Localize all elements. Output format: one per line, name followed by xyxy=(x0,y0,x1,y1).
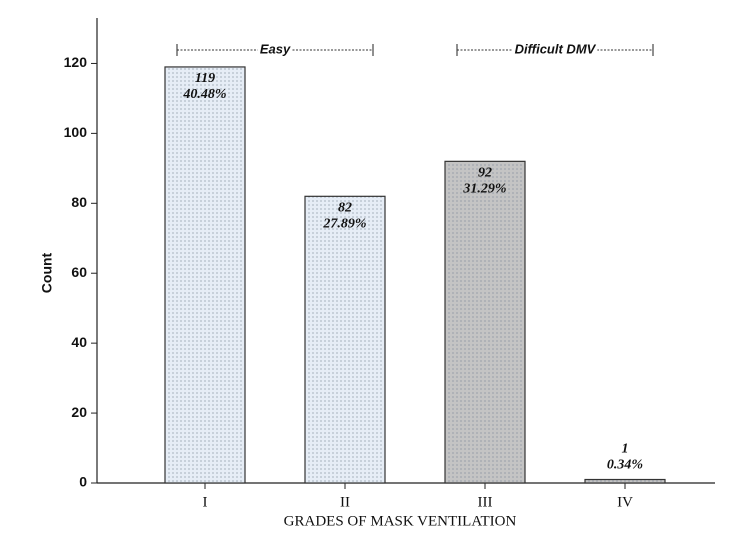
x-tick-label: I xyxy=(203,494,208,510)
value-label: 119 xyxy=(195,71,215,86)
x-tick-label: II xyxy=(340,494,350,510)
percent-label: 0.34% xyxy=(607,458,643,473)
y-tick-label: 20 xyxy=(71,404,87,420)
x-tick-label: III xyxy=(478,494,493,510)
percent-label: 27.89% xyxy=(322,217,366,232)
bar xyxy=(584,478,666,484)
annotation: Difficult DMV xyxy=(515,41,597,56)
value-label: 92 xyxy=(478,166,492,181)
y-tick-label: 0 xyxy=(79,474,87,490)
bar xyxy=(164,66,246,484)
y-tick-label: 100 xyxy=(64,124,88,140)
annotation: Easy xyxy=(260,41,291,56)
value-label: 1 xyxy=(622,442,629,457)
x-axis-title: GRADES OF MASK VENTILATION xyxy=(284,513,517,529)
percent-label: 40.48% xyxy=(182,87,226,102)
y-tick-label: 120 xyxy=(64,54,88,70)
y-axis-title: Count xyxy=(39,252,55,293)
y-tick-label: 40 xyxy=(71,334,87,350)
bar xyxy=(444,160,526,484)
value-label: 82 xyxy=(338,201,352,216)
x-tick-label: IV xyxy=(617,494,633,510)
y-tick-label: 80 xyxy=(71,194,87,210)
y-tick-label: 60 xyxy=(71,264,87,280)
percent-label: 31.29% xyxy=(462,182,506,197)
bar xyxy=(304,195,386,484)
